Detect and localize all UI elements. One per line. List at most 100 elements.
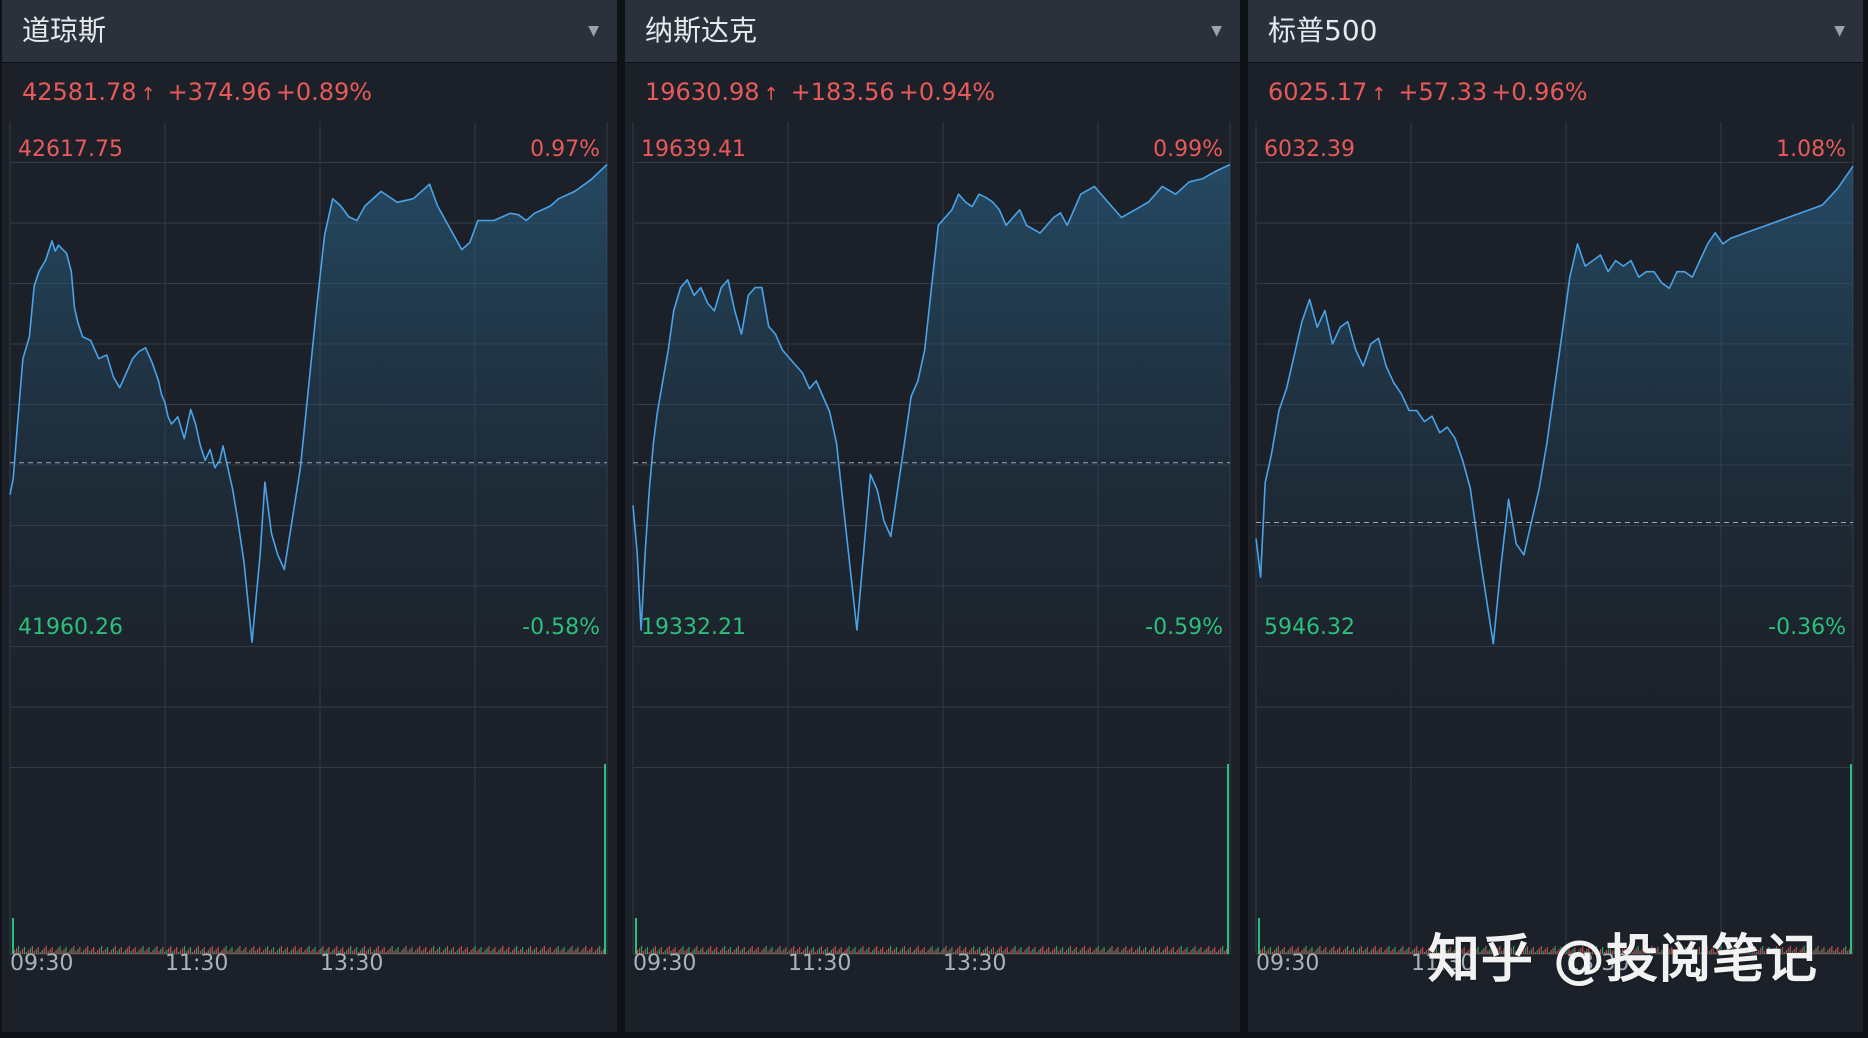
volume-bar (1849, 949, 1851, 954)
chevron-down-icon[interactable]: ▼ (588, 23, 599, 39)
volume-bar (209, 948, 211, 954)
volume-bar (1746, 948, 1748, 954)
chevron-down-icon[interactable]: ▼ (1834, 23, 1845, 39)
volume-bar (1605, 950, 1608, 954)
volume-bar (1461, 949, 1463, 954)
volume-bar (1538, 948, 1540, 954)
volume-bar (215, 949, 217, 954)
volume-bar (1789, 946, 1791, 954)
volume-bar (644, 949, 647, 954)
volume-bar (1156, 949, 1159, 954)
volume-bar (87, 946, 89, 954)
volume-bar (1196, 951, 1198, 954)
volume-bar (472, 948, 474, 954)
volume-bar (1752, 949, 1754, 954)
volume-bar (1279, 951, 1281, 954)
volume-bar (61, 951, 63, 954)
volume-bar (1667, 951, 1669, 954)
volume-bar (959, 946, 961, 954)
volume-bar (1682, 949, 1685, 954)
volume-bar (866, 949, 868, 954)
volume-bar (180, 950, 182, 954)
volume-bar (239, 946, 241, 954)
volume-bar (1639, 951, 1641, 954)
volume-bar (919, 951, 921, 954)
volume-bars (1258, 764, 1852, 954)
volume-bar (1588, 947, 1590, 954)
volume-bar (571, 946, 573, 954)
volume-bar (1222, 946, 1224, 954)
volume-bar (104, 949, 107, 954)
volume-bar (85, 948, 87, 954)
volume-bar (1032, 949, 1034, 954)
volume-bar (1111, 946, 1113, 954)
pct-low-label: -0.58% (522, 615, 600, 640)
volume-bar (227, 951, 229, 954)
volume-bar (516, 946, 518, 954)
volume-bar (425, 947, 427, 954)
volume-bar (541, 948, 543, 954)
panel-header[interactable]: 纳斯达克 ▼ (625, 0, 1240, 63)
volume-bar (1831, 946, 1833, 954)
volume-bar-close (1850, 764, 1852, 954)
volume-bar (846, 948, 848, 954)
volume-bar (1491, 947, 1493, 954)
volume-bar (1101, 949, 1103, 954)
volume-bar (712, 951, 714, 954)
volume-bar (1362, 951, 1364, 954)
volume-bar (692, 950, 694, 954)
volume-bar (1065, 950, 1068, 954)
volume-bar (1473, 951, 1475, 954)
volume-bar (1406, 949, 1408, 954)
volume-bar (884, 952, 886, 954)
volume-bar (749, 948, 751, 954)
volume-bar (328, 947, 330, 954)
volume-bar (1489, 949, 1491, 954)
volume-bar (1459, 951, 1461, 954)
volume-bar (1716, 950, 1718, 954)
volume-bar (211, 946, 213, 954)
volume-bar (1061, 947, 1064, 954)
volume-bar (1081, 948, 1083, 954)
volume-bar (1708, 951, 1710, 954)
volume-bar (1301, 950, 1303, 954)
chevron-down-icon[interactable]: ▼ (1211, 23, 1222, 39)
panel-header[interactable]: 标普500 ▼ (1248, 0, 1863, 63)
index-title: 道琼斯 (22, 14, 107, 47)
volume-bar (1030, 951, 1032, 954)
volume-bar (231, 947, 233, 954)
volume-bar (1700, 952, 1702, 954)
volume-bar (1206, 948, 1208, 954)
x-tick-label: 09:30 (10, 951, 73, 976)
volume-bar (939, 952, 941, 954)
volume-bar (1813, 950, 1815, 954)
volume-bar (982, 950, 985, 954)
volume-bar (824, 949, 826, 954)
volume-bar (1827, 950, 1829, 954)
volume-bar (1289, 948, 1291, 954)
volume-bar (423, 949, 425, 954)
volume-bar (162, 947, 164, 954)
volume-bar (803, 950, 805, 954)
change-value: +183.56 (790, 78, 895, 106)
volume-bar (1414, 948, 1416, 954)
volume-bar (387, 950, 389, 954)
volume-bar (559, 951, 561, 954)
volume-bar (1532, 947, 1534, 954)
volume-bar (1698, 947, 1700, 954)
volume-bar (1214, 947, 1216, 954)
volume-bar (478, 949, 480, 954)
volume-bar (1218, 950, 1220, 954)
volume-bar (1712, 947, 1714, 954)
volume-bar (769, 949, 771, 954)
volume-bar (1002, 951, 1004, 954)
panel-nasdaq: 纳斯达克 ▼ 19630.98 ↑ +183.56 +0.94% 19639.41 0.… (625, 0, 1240, 1032)
volume-bar (731, 952, 734, 954)
panel-header[interactable]: 道琼斯 ▼ (2, 0, 617, 63)
volume-bar (1050, 952, 1052, 954)
volume-bar (1321, 951, 1323, 954)
volume-bar (1791, 951, 1793, 954)
volume-bar (95, 952, 97, 954)
volume-bar (1119, 952, 1121, 954)
volume-bar (1028, 946, 1030, 954)
